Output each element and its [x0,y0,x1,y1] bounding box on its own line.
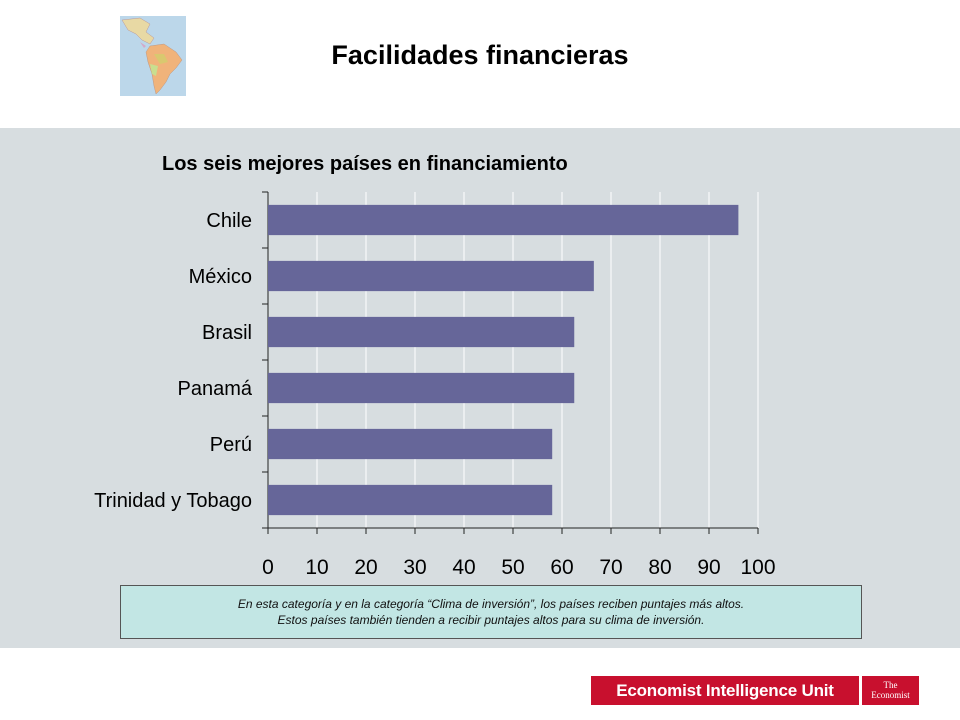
economist-logo: The Economist [862,676,919,705]
x-tick-label-30: 30 [403,556,426,579]
category-label-per-: Perú [210,434,252,456]
chart-title: Los seis mejores países en financiamient… [162,153,568,175]
x-tick-label-50: 50 [501,556,524,579]
footnote-line-1: En esta categoría y en la categoría “Cli… [237,597,745,611]
slide-title: Facilidades financieras [331,40,629,70]
category-label-trinidad-y-tobago: Trinidad y Tobago [94,490,252,512]
bar-panam- [268,372,575,404]
footnote-line-2: Estos países también tienden a recibir p… [277,613,705,627]
x-tick-label-60: 60 [550,556,573,579]
x-tick-label-80: 80 [648,556,671,579]
eiu-logo: Economist Intelligence Unit [591,676,859,705]
bar-per- [268,428,553,460]
category-label-chile: Chile [206,210,252,232]
economist-logo-line-1: The [883,680,898,690]
bar-brasil [268,316,575,348]
economist-logo-line-2: Economist [871,690,910,700]
footnote-box: En esta categoría y en la categoría “Cli… [120,585,862,639]
x-tick-label-100: 100 [740,556,775,579]
x-tick-label-90: 90 [697,556,720,579]
latin-america-map-icon [120,16,186,96]
x-tick-label-40: 40 [452,556,475,579]
x-tick-label-20: 20 [354,556,377,579]
bar-trinidad-y-tobago [268,484,553,516]
bar-m-xico [268,260,594,292]
category-label-brasil: Brasil [202,322,252,344]
x-tick-label-70: 70 [599,556,622,579]
x-tick-label-10: 10 [305,556,328,579]
bar-chile [268,204,739,236]
category-label-panam-: Panamá [178,378,253,400]
x-tick-label-0: 0 [262,556,274,579]
category-label-m-xico: México [189,266,252,288]
